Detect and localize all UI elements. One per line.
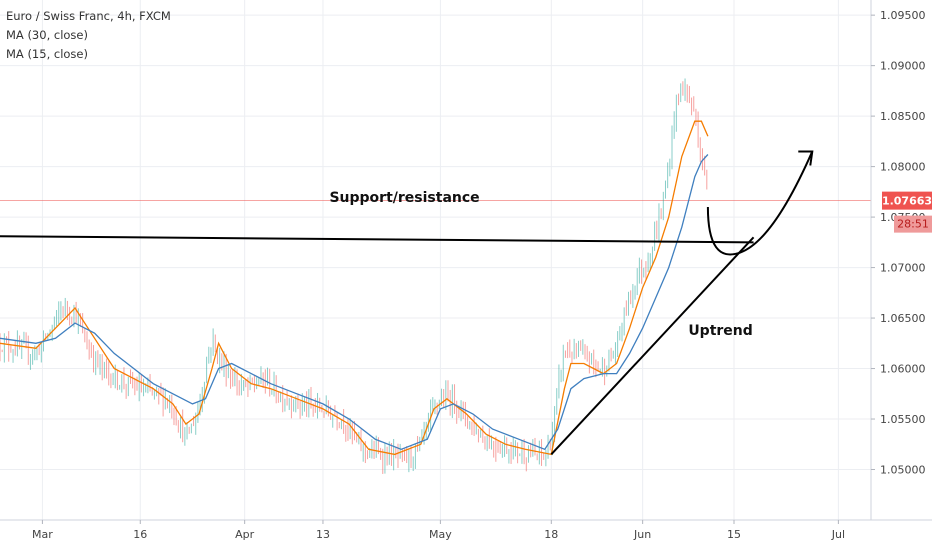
projection-arrow-head: [798, 150, 814, 166]
current-price-box: [882, 191, 932, 210]
y-tick-label: 1.07000: [880, 262, 926, 275]
y-tick-label: 1.05500: [880, 413, 926, 426]
x-tick-label: May: [429, 528, 452, 541]
current-price-tag: 1.07663 28:51: [882, 191, 932, 233]
moving-average-lines: [0, 120, 709, 456]
y-tick-label: 1.06500: [880, 312, 926, 325]
x-tick-label: 15: [727, 528, 741, 541]
current-price-value: 1.07663: [882, 195, 932, 208]
y-tick-label: 1.08000: [880, 161, 926, 174]
legend-ma-30[interactable]: MA (30, close): [6, 28, 88, 42]
x-tick-label: 18: [544, 528, 558, 541]
chart-legend: Euro / Swiss Franc, 4h, FXCM MA (30, clo…: [6, 7, 171, 64]
annotation-support-resistance: Support/resistance: [329, 190, 479, 206]
symbol-title[interactable]: Euro / Swiss Franc, 4h, FXCM: [6, 9, 171, 23]
y-tick-label: 1.08500: [880, 110, 926, 123]
price-axis[interactable]: 1.050001.055001.060001.065001.070001.075…: [871, 9, 926, 477]
support-resistance-line: [0, 235, 754, 244]
price-bars: [0, 78, 708, 474]
x-tick-label: Jun: [633, 528, 651, 541]
uptrend-line: [550, 236, 755, 456]
projection-arrow-curve: [706, 151, 814, 256]
time-axis[interactable]: Mar 16 Apr 13 May 18 Jun 15 Jul: [32, 520, 845, 541]
bar-countdown-timer: 28:51: [897, 218, 929, 231]
ma-line-ma-15-close-: [0, 120, 709, 456]
annotation-uptrend: Uptrend: [688, 323, 752, 339]
y-tick-label: 1.09000: [880, 60, 926, 73]
chart-grid: [0, 0, 871, 520]
x-tick-label: Jul: [831, 528, 845, 541]
ma-line-ma-30-close-: [0, 154, 709, 451]
y-tick-label: 1.09500: [880, 9, 926, 22]
drawings: [0, 150, 814, 456]
x-tick-label: Apr: [235, 528, 255, 541]
x-tick-label: 13: [316, 528, 330, 541]
y-tick-label: 1.06000: [880, 363, 926, 376]
x-tick-label: Mar: [32, 528, 53, 541]
legend-ma-15[interactable]: MA (15, close): [6, 47, 88, 61]
y-tick-label: 1.05000: [880, 464, 926, 477]
x-tick-label: 16: [133, 528, 147, 541]
bar-countdown-box: [894, 215, 932, 233]
annotation-labels: Support/resistance Uptrend: [329, 190, 752, 339]
